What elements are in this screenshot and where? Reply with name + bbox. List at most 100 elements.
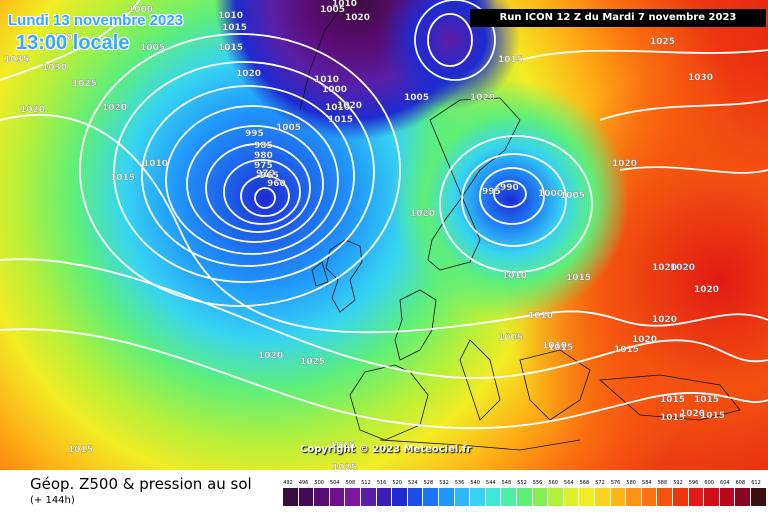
isobar-label: 1000 xyxy=(128,5,153,15)
isobar-label: 1035 xyxy=(4,55,29,65)
isobar-label: 1010 xyxy=(218,11,243,21)
isobar-label: 1005 xyxy=(560,191,585,201)
legend-swatch xyxy=(329,488,346,506)
isobar-label: 970 xyxy=(256,169,275,179)
legend-label: 532 xyxy=(439,480,449,486)
isobar-label: 1010 xyxy=(332,0,357,9)
legend-label: 604 xyxy=(720,480,730,486)
isobar-label: 1025 xyxy=(650,37,675,47)
isobar-label: 1030 xyxy=(42,63,67,73)
legend-label: 600 xyxy=(704,480,714,486)
legend-label: 588 xyxy=(657,480,668,486)
legend-footer: Géop. Z500 & pression au sol (+ 144h) 49… xyxy=(0,470,768,512)
isobar-label: 1010 xyxy=(314,75,339,85)
legend-label: 572 xyxy=(595,480,605,486)
isobar-label: 960 xyxy=(267,179,286,189)
legend-swatch xyxy=(595,488,611,506)
legend-swatch xyxy=(532,488,549,506)
isobar-label: 1020 xyxy=(612,159,637,169)
legend-label: 608 xyxy=(735,480,746,486)
isobar-label: 1015 xyxy=(700,411,725,421)
isobar-label: 1020 xyxy=(345,13,370,23)
isobar-label: 1025 xyxy=(300,357,325,367)
legend-label: 504 xyxy=(330,480,340,486)
copyright-text: Copyright © 2023 Meteociel.fr xyxy=(300,444,472,455)
legend-swatch xyxy=(735,488,751,506)
isobar-label: 1025 xyxy=(72,79,97,89)
legend-swatch xyxy=(641,488,658,506)
legend-swatch xyxy=(610,488,627,506)
isobar-label: 990 xyxy=(500,183,519,193)
isobar-label: 1010 xyxy=(502,271,527,281)
legend-label: 500 xyxy=(314,480,324,486)
isobar-label: 1010 xyxy=(542,341,567,351)
legend-swatch xyxy=(314,488,330,506)
legend-label: 492 xyxy=(283,480,293,486)
legend-swatch xyxy=(751,488,767,506)
legend-label: 516 xyxy=(376,480,387,486)
isobar-label: 1020 xyxy=(258,351,283,361)
legend-swatch xyxy=(719,488,736,506)
legend-swatch xyxy=(392,488,408,506)
model-run-banner: Run ICON 12 Z du Mardi 7 novembre 2023 xyxy=(470,9,766,27)
isobar-label: 1025 xyxy=(330,441,355,451)
isobar-label: 1020 xyxy=(632,335,657,345)
isobar-label: 1020 xyxy=(652,263,677,273)
isobar-label: 1010 xyxy=(325,103,350,113)
isobar-label: 1005 xyxy=(404,93,429,103)
legend-label: 548 xyxy=(501,480,512,486)
legend-swatch xyxy=(688,488,705,506)
isobar-label: 1015 xyxy=(614,345,639,355)
legend-label: 596 xyxy=(688,480,699,486)
isobar-label: 995 xyxy=(245,129,264,139)
legend-swatch xyxy=(673,488,689,506)
isobar-label: 1025 xyxy=(332,463,357,470)
isobar-label: 1005 xyxy=(276,123,301,133)
isobar-label: 1005 xyxy=(140,43,165,53)
isobar-label: 1015 xyxy=(566,273,591,283)
legend-swatch xyxy=(407,488,424,506)
legend-label: 508 xyxy=(345,480,356,486)
legend-label: 512 xyxy=(361,480,371,486)
legend-label: 536 xyxy=(454,480,465,486)
isobar-label: 1015 xyxy=(110,173,135,183)
chart-title: Géop. Z500 & pression au sol xyxy=(30,475,252,493)
forecast-lead-time: (+ 144h) xyxy=(30,495,75,506)
legend-swatch xyxy=(563,488,580,506)
legend-swatch xyxy=(485,488,502,506)
legend-swatch xyxy=(345,488,361,506)
legend-label: 584 xyxy=(642,480,652,486)
legend-swatch xyxy=(626,488,642,506)
legend-label: 524 xyxy=(408,480,418,486)
isobar-label: 985 xyxy=(254,141,273,151)
legend-swatch xyxy=(657,488,673,506)
legend-swatch xyxy=(704,488,720,506)
legend-swatch xyxy=(454,488,471,506)
isobar-label: 1015 xyxy=(548,343,573,353)
isobar-label: 1020 xyxy=(236,69,261,79)
legend-swatch xyxy=(501,488,517,506)
legend-label: 576 xyxy=(610,480,621,486)
isobar-label: 1015 xyxy=(694,395,719,405)
legend-label: 496 xyxy=(298,480,309,486)
isobar-label: 1000 xyxy=(322,85,347,95)
legend-label: 580 xyxy=(626,480,636,486)
isobar-label: 1020 xyxy=(694,285,719,295)
isobar-label: 1020 xyxy=(680,409,705,419)
legend-swatch xyxy=(423,488,439,506)
isobar-label: 1005 xyxy=(320,5,345,15)
coastlines xyxy=(299,9,741,451)
isobar-label: 1020 xyxy=(102,103,127,113)
legend-swatch xyxy=(579,488,595,506)
legend-label: 520 xyxy=(392,480,402,486)
isobar-label: 1020 xyxy=(652,315,677,325)
isobar-label: 975 xyxy=(254,161,273,171)
isobar-label: 1015 xyxy=(328,115,353,125)
legend-swatch xyxy=(376,488,393,506)
isobar-label: 1020 xyxy=(337,101,362,111)
isobar-label: 980 xyxy=(254,151,273,161)
weather-map: 1000 1010 1015 1005 1020 1025 1035 1030 1020 1010… xyxy=(0,0,768,470)
isobars xyxy=(0,0,768,428)
isobar-label: 1020 xyxy=(20,105,45,115)
